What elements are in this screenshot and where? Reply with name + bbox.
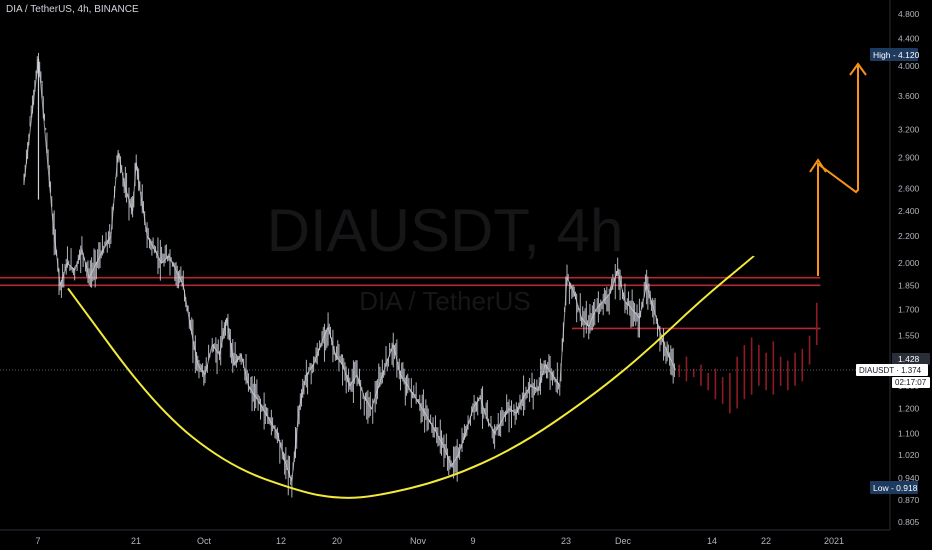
crosshair-price-box [892, 353, 930, 366]
y-tick-label: 2.200 [898, 231, 920, 241]
y-tick-label: 2.900 [898, 152, 920, 162]
countdown-box [892, 377, 930, 389]
y-tick-label: 3.200 [898, 124, 920, 134]
y-tick-label: 0.805 [898, 517, 920, 527]
x-tick-label: 9 [470, 536, 475, 546]
y-tick-label: 2.400 [898, 206, 920, 216]
y-tick-label: 2.000 [898, 258, 920, 268]
y-tick-label: 0.870 [898, 495, 920, 505]
chart-header: DIA / TetherUS, 4h, BINANCE [6, 4, 139, 15]
x-tick-label: 22 [761, 536, 771, 546]
y-tick-label: 1.020 [898, 450, 920, 460]
y-tick-label: 1.850 [898, 280, 920, 290]
crosshair-price: 1.428 [898, 354, 920, 364]
countdown-label: 02:17:07 [895, 378, 927, 387]
low-label-box [870, 481, 918, 494]
y-tick-label: 2.600 [898, 183, 920, 193]
y-tick-label: 4.400 [898, 34, 920, 44]
x-tick-label: 23 [561, 536, 571, 546]
x-tick-label: 12 [276, 536, 286, 546]
current-price-box [856, 364, 928, 377]
x-tick-label: Dec [615, 536, 632, 546]
y-tick-label: 1.550 [898, 331, 920, 341]
y-tick-label: 4.000 [898, 61, 920, 71]
x-tick-label: 7 [35, 536, 40, 546]
current-price-label: DIAUSDT · 1.374 [859, 366, 922, 375]
arrow-head-1 [809, 158, 827, 173]
watermark-pair: DIA / TetherUS [359, 286, 531, 316]
x-tick-label: Oct [197, 536, 212, 546]
low-label: Low - 0.918 [873, 483, 918, 493]
high-label: High - 4.120 [873, 50, 920, 60]
arrow-head-2 [849, 62, 867, 76]
x-tick-label: 21 [131, 536, 141, 546]
price-line [23, 58, 677, 482]
y-tick-label: 1.200 [898, 404, 920, 414]
watermark-symbol: DIAUSDT, 4h [266, 197, 624, 264]
x-tick-label: 2021 [824, 536, 844, 546]
cup-curve [67, 255, 755, 499]
x-tick-label: 14 [707, 536, 717, 546]
high-label-box [870, 48, 918, 61]
y-tick-label: 1.700 [898, 304, 920, 314]
projection-arrow [817, 66, 859, 276]
y-tick-label: 3.600 [898, 91, 920, 101]
x-tick-label: 20 [332, 536, 342, 546]
x-tick-label: Nov [410, 536, 427, 546]
y-tick-label: 4.800 [898, 9, 920, 19]
y-tick-label: 0.940 [898, 473, 920, 483]
y-tick-label: 1.100 [898, 428, 920, 438]
